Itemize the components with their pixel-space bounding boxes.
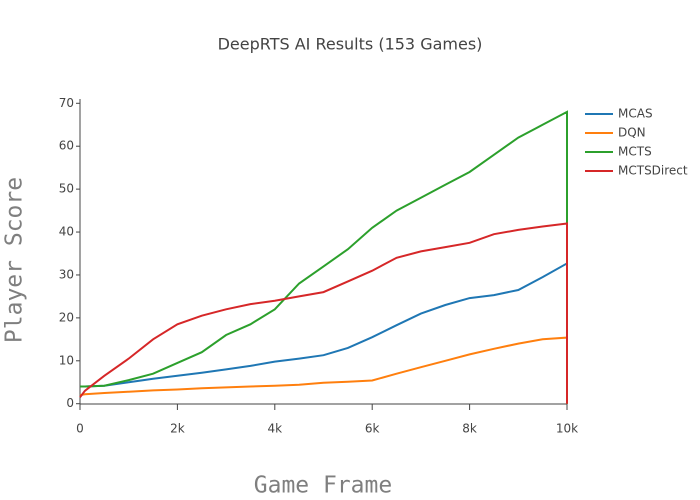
y-tick-label: 40 [59, 225, 74, 239]
x-axis-title: Game Frame [254, 473, 392, 499]
x-tick-label: 4k [268, 422, 283, 436]
series-line [79, 222, 568, 404]
x-tick-label: 8k [462, 422, 477, 436]
series-line [80, 110, 568, 404]
y-tick-label: 50 [59, 182, 74, 196]
y-axis-title: Player Score [2, 177, 28, 343]
series-line [80, 261, 568, 404]
x-tick-label: 10k [556, 422, 578, 436]
y-tick-label: 10 [59, 353, 74, 367]
x-tick-label: 2k [170, 422, 185, 436]
legend-label: DQN [618, 126, 646, 140]
y-tick-label: 20 [59, 310, 74, 324]
legend-label: MCTS [618, 145, 652, 159]
y-tick-label: 0 [66, 396, 74, 410]
x-tick-label: 6k [365, 422, 380, 436]
y-tick-label: 70 [59, 96, 74, 110]
series-line [79, 336, 568, 404]
legend-label: MCAS [618, 107, 653, 121]
x-tick-label: 0 [76, 422, 84, 436]
chart-title: DeepRTS AI Results (153 Games) [218, 35, 483, 54]
y-tick-label: 30 [59, 267, 74, 281]
y-tick-label: 60 [59, 139, 74, 153]
legend-label: MCTSDirect [618, 164, 688, 178]
